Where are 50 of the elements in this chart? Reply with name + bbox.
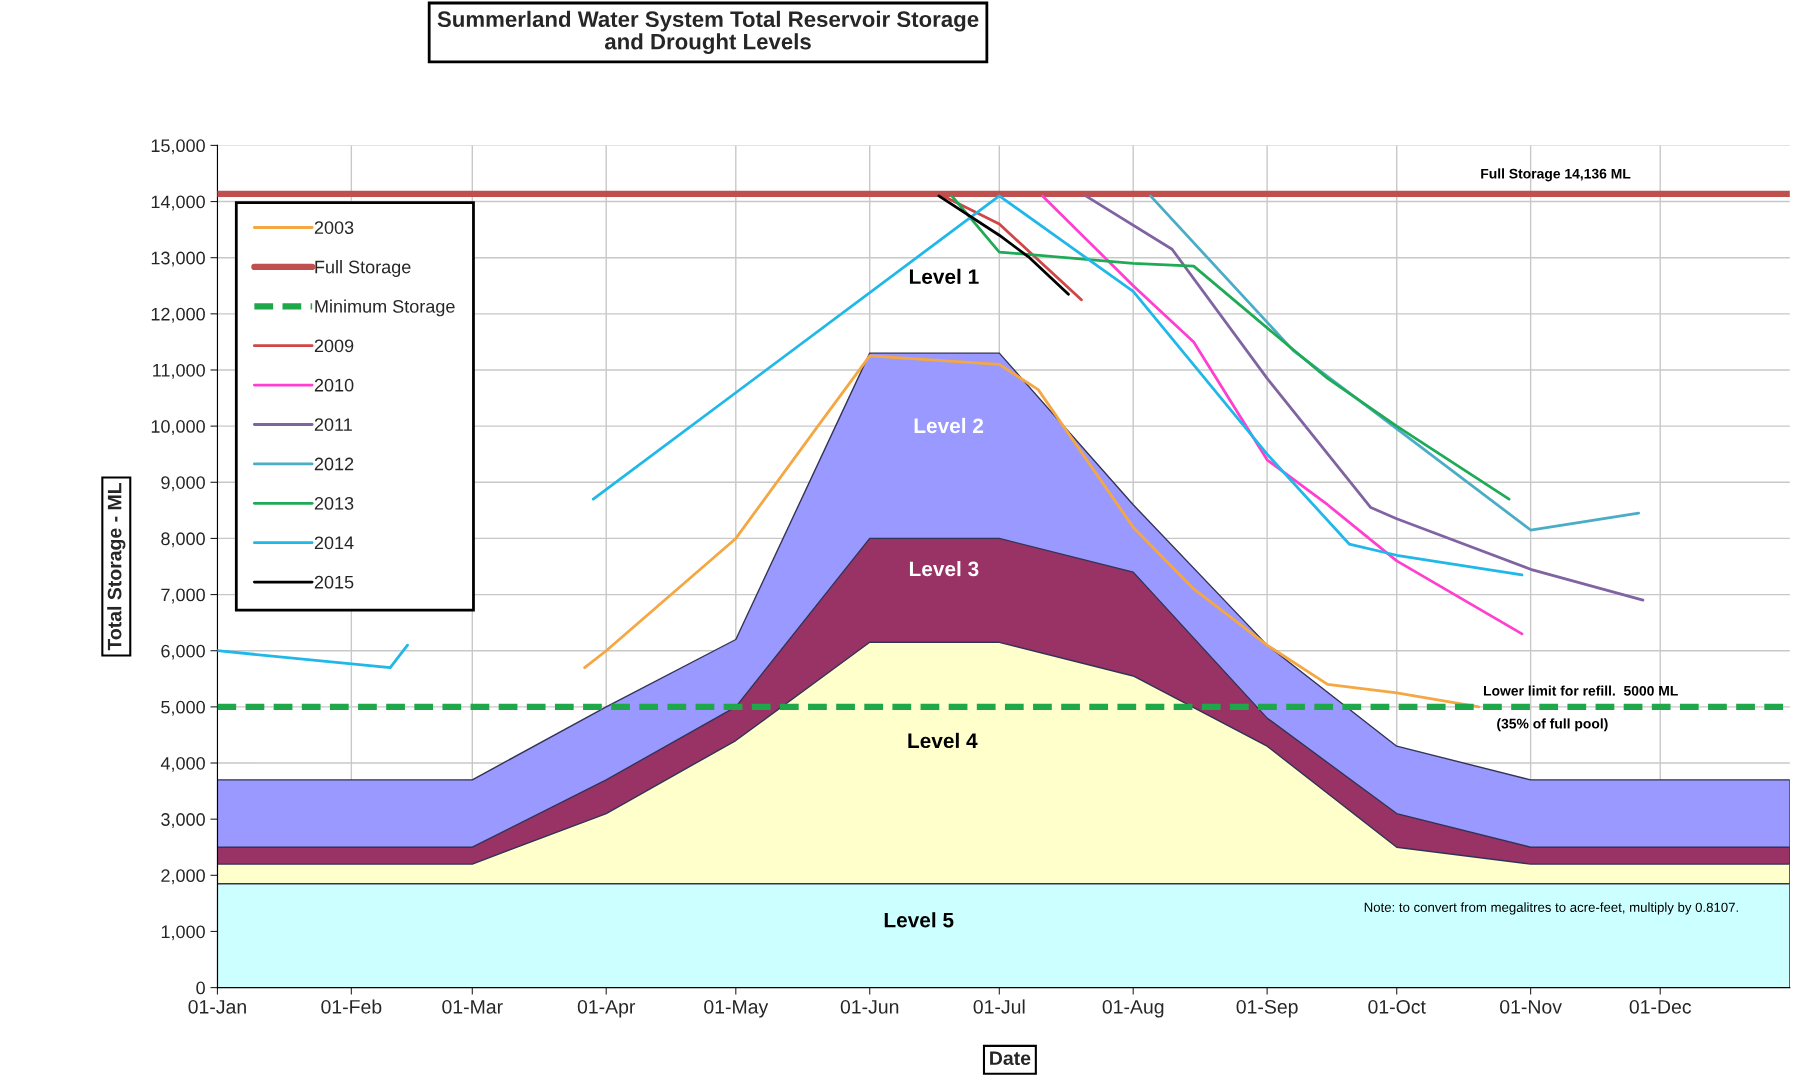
x-tick-label: 01-May	[704, 999, 769, 1018]
x-axis-title: Date	[990, 1051, 1031, 1066]
annotation: Level 1	[909, 268, 979, 285]
legend-label: 2012	[314, 457, 354, 471]
x-tick-label: 01-Mar	[442, 999, 503, 1014]
chart-title: Summerland Water System Total Reservoir Storage and Drought Levels	[437, 10, 979, 55]
legend-label: Minimum Storage	[315, 299, 455, 317]
y-tick-label: 1,000	[161, 925, 205, 941]
x-tick-label: 01-Jan	[188, 999, 246, 1014]
y-tick-label: 8,000	[161, 532, 205, 548]
x-tick-label: 01-Jul	[973, 999, 1025, 1014]
y-axis-title: Total Storage - ML	[107, 483, 126, 651]
legend-label: 2010	[314, 378, 354, 392]
x-tick-label: 01-Jun	[840, 999, 899, 1014]
y-tick-label: 13,000	[151, 251, 205, 267]
y-tick-label: 14,000	[151, 195, 205, 211]
x-tick-label: 01-Aug	[1102, 999, 1164, 1018]
x-tick-label: 01-Apr	[577, 999, 636, 1018]
annotation: Level 2	[914, 417, 984, 434]
legend-label: 2003	[314, 221, 354, 234]
x-tick-label: 01-Sep	[1236, 999, 1298, 1018]
y-tick-label: 0	[196, 981, 205, 995]
y-tick-label: 5,000	[161, 700, 205, 716]
x-tick-label: 01-Dec	[1629, 999, 1692, 1014]
legend-label: 2013	[314, 497, 354, 510]
y-tick-label: 10,000	[151, 420, 205, 435]
y-tick-label: 9,000	[161, 476, 205, 492]
x-tick-label: 01-Nov	[1500, 999, 1562, 1014]
legend-label: 2011	[314, 418, 352, 431]
y-tick-label: 4,000	[160, 756, 205, 772]
y-tick-label: 3,000	[161, 813, 205, 829]
annotation: Level 4	[908, 732, 978, 749]
annotation: Lower limit for refill. 5000 ML	[1483, 685, 1678, 696]
y-tick-label: 7,000	[161, 588, 205, 604]
annotation: Level 5	[884, 912, 954, 928]
x-tick-label: 01-Feb	[321, 999, 382, 1014]
annotation: (35% of full pool)	[1497, 718, 1608, 732]
y-tick-label: 12,000	[151, 307, 205, 323]
y-tick-label: 2,000	[161, 869, 205, 885]
y-tick-label: 6,000	[161, 644, 205, 660]
legend-label: 2015	[314, 575, 354, 589]
y-tick-label: 11,000	[153, 363, 205, 379]
legend-label: 2009	[314, 339, 354, 353]
legend-label: Full Storage	[315, 260, 411, 277]
y-tick-label: 15,000	[151, 139, 205, 155]
legend-label: 2014	[314, 536, 354, 550]
annotation: Level 3	[909, 561, 979, 577]
annotation: Note: to convert from megalitres to acre-feet, multiply by 0.8107.	[1364, 902, 1738, 915]
x-tick-label: 01-Oct	[1368, 999, 1426, 1014]
annotation: Full Storage 14,136 ML	[1481, 168, 1631, 182]
